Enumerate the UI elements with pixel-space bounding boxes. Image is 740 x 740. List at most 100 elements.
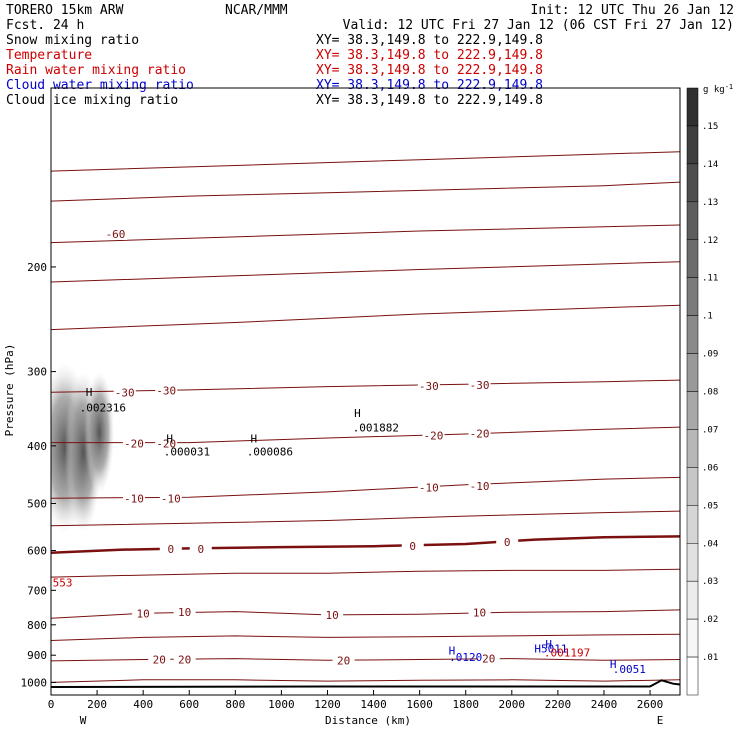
maximum-label: H [610,658,617,671]
legend-name-cloud-water: Cloud water mixing ratio [6,78,194,93]
contour-label-bg [132,607,155,620]
plot-frame [50,87,681,696]
contour-label-bg [122,437,145,450]
colorbar-unit: g kg-1 [703,83,733,95]
contour-label: -10 [161,492,181,505]
colorbar-tick-label: .01 [702,653,718,663]
contour-label: 0 [504,536,511,549]
maxima-labels: H.002316H.000031H.000086H.001882553H.012… [53,386,646,676]
legend-xy-cloud-water: XY= 38.3,149.8 to 222.9,149.8 [316,78,543,93]
contour-label: 20 [482,653,495,666]
colorbar-swatch [686,467,699,506]
axes: 0 200 400 600 800 1000 1200 1400 1600 1800 2000 220… [21,261,664,711]
colorbar-tick-label: .12 [702,236,718,246]
maximum-label: H [250,433,257,446]
temperature-contour [51,304,680,331]
x-tick-label: 1000 [268,698,295,711]
y-tick-label: 900 [27,649,47,662]
maximum-label: H [354,407,361,420]
contour-label: -30 [115,386,135,399]
colorbar-swatch [686,125,699,165]
legend-name-rain: Rain water mixing ratio [6,63,186,78]
x-tick-label: 1800 [452,698,479,711]
contour-label-bg [477,652,500,665]
contour-label: 10 [473,607,486,620]
colorbar-tick-label: .14 [702,160,718,170]
colorbar-swatch [686,429,699,468]
contour-label: -10 [419,481,439,494]
colorbar-swatch [686,618,699,658]
temperature-contour [51,535,680,554]
colorbar-swatch [686,87,699,127]
contour-label-bg [122,492,145,505]
temperature-contour [51,568,680,578]
maximum-label: .001882 [353,421,399,434]
contour-label: 20 [178,653,191,666]
contour-label-bg [173,653,196,666]
colorbar-swatch [686,543,699,582]
colorbar-tick-label: .1 [702,312,713,322]
x-tick-label: 2400 [591,698,618,711]
colorbar-tick-label: .08 [702,388,718,398]
colorbar-tick-label: .02 [702,615,718,625]
temperature-contour [51,379,680,393]
snow-shading [51,362,115,533]
x-tick-label: 1600 [406,698,433,711]
colorbar-swatch [686,353,699,392]
y-tick-label: 800 [27,619,47,632]
colorbar-tick-label: .05 [702,501,718,511]
contour-label-bg [332,654,355,667]
contour-label: 10 [325,609,338,622]
x-tick-label: 1400 [360,698,387,711]
contour-label: -20 [156,437,176,450]
colorbar-swatch [686,505,699,544]
x-tick-label: 200 [87,698,107,711]
contour-label-bg [155,384,178,397]
contour-label: -10 [470,480,490,493]
snow-blob [84,371,115,493]
contour-label-bg [159,543,182,556]
contour-label: 10 [137,607,150,620]
x-right-end-label: E [657,714,664,727]
x-tick-label: 0 [48,698,55,711]
init-time: Init: 12 UTC Thu 26 Jan 12 [531,3,735,18]
legend-xy-temperature: XY= 38.3,149.8 to 222.9,149.8 [316,48,543,63]
colorbar-swatch [686,580,699,620]
contour-label: -20 [124,437,144,450]
contour-label: 20 [153,653,166,666]
legend-xy-rain: XY= 38.3,149.8 to 222.9,149.8 [316,63,543,78]
colorbar-swatch [686,277,699,316]
x-tick-label: 2000 [499,698,526,711]
contour-label: -30 [419,380,439,393]
x-tick-label: 2200 [545,698,572,711]
x-tick-label: 2600 [637,698,664,711]
y-tick-label: 600 [27,545,47,558]
maximum-label: .000086 [247,445,293,458]
y-tick-label: 200 [27,261,47,274]
colorbar-tick-label: .04 [702,539,718,549]
maximum-label: .0051 [613,663,646,676]
contour-label-bg [496,535,519,548]
y-tick-label: 400 [27,440,47,453]
colorbar: .15 .14 .13 .12 .11 .1 .09 .08 .07 .06 .05 .04 .03 .0… [686,87,718,696]
colorbar-swatch [686,656,699,696]
contour-label: -60 [106,228,126,241]
contour-label: 10 [178,606,191,619]
contour-label-bg [422,429,445,442]
contour-label: 0 [197,543,204,556]
x-left-end-label: W [80,714,87,727]
valid-time: Valid: 12 UTC Fri 27 Jan 12 (06 CST Fri … [343,18,734,33]
y-tick-label: 1000 [21,676,48,689]
maximum-label: H [449,645,456,658]
temperature-contour [51,224,680,244]
legend-xy-snow: XY= 38.3,149.8 to 222.9,149.8 [316,33,543,48]
contour-label: 20 [337,654,350,667]
legend-name-cloud-ice: Cloud ice mixing ratio [6,93,178,108]
colorbar-tick-label: .11 [702,274,718,284]
colorbar-tick-label: .07 [702,425,718,435]
y-tick-label: 700 [27,584,47,597]
contour-label-bg [155,437,178,450]
x-tick-label: 600 [179,698,199,711]
colorbar-swatch [686,239,699,278]
contour-label-bg [468,606,491,619]
